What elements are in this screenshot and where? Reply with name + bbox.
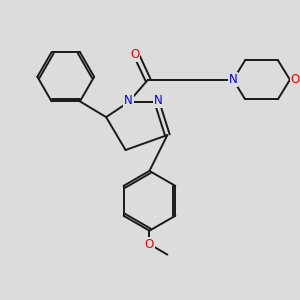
Text: O: O xyxy=(145,238,154,251)
Text: N: N xyxy=(154,94,163,107)
Text: N: N xyxy=(229,73,238,86)
Text: O: O xyxy=(130,48,139,61)
Text: N: N xyxy=(124,94,133,107)
Text: O: O xyxy=(291,73,300,86)
